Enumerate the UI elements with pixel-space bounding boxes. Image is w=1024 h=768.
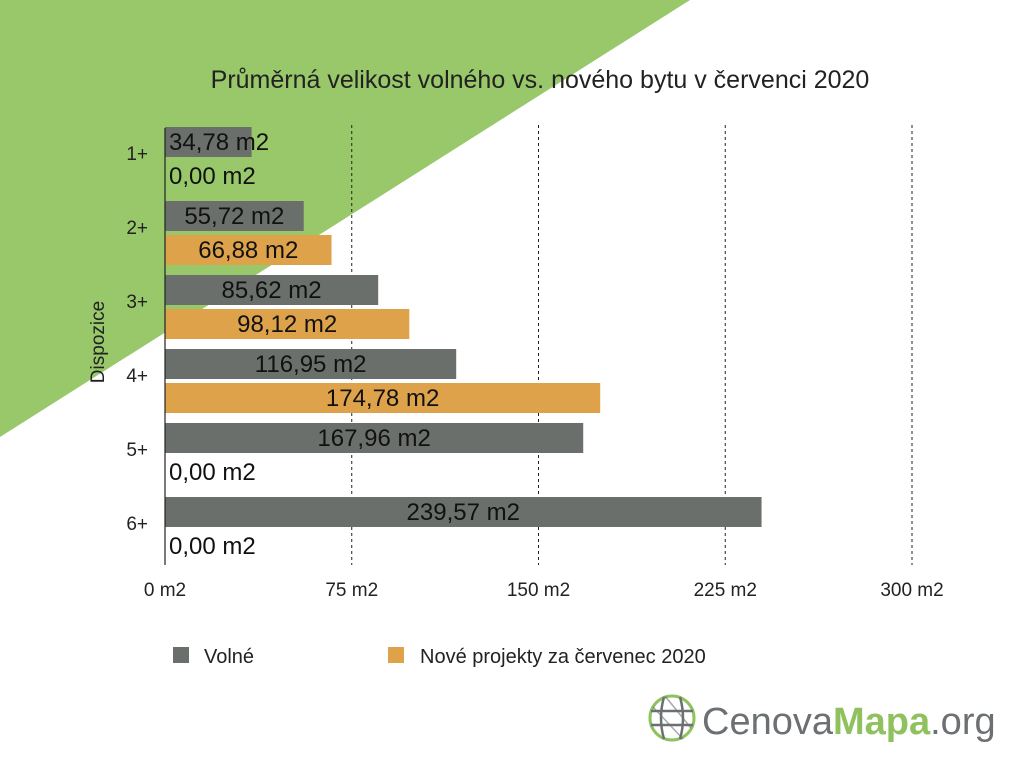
cenovamapa-logo: CenovaMapa.org <box>648 694 996 743</box>
x-tick-label: 150 m2 <box>507 580 570 601</box>
legend-swatch-nove <box>388 647 404 663</box>
bar-label: 98,12 m2 <box>237 311 337 338</box>
bar-label: 0,00 m2 <box>169 163 256 190</box>
bar-label: 174,78 m2 <box>326 385 439 412</box>
bar <box>165 423 584 453</box>
bar <box>165 275 379 305</box>
grid-lines <box>351 125 913 565</box>
category-label: 6+ <box>126 514 148 535</box>
bar <box>165 497 762 527</box>
bar <box>165 127 252 157</box>
legend-swatch-volne <box>173 647 189 663</box>
bar-label: 239,57 m2 <box>407 499 520 526</box>
x-tick-label: 225 m2 <box>694 580 757 601</box>
category-label: 1+ <box>126 144 148 165</box>
bar-label: 66,88 m2 <box>198 237 298 264</box>
category-label: 5+ <box>126 440 148 461</box>
category-labels: 1+ 2+ 3+ 4+ 5+ 6+ <box>126 144 148 535</box>
category-label: 2+ <box>126 218 148 239</box>
globe-grid-icon <box>648 694 696 742</box>
chart-title: Průměrná velikost volného vs. nového byt… <box>211 66 870 94</box>
bar-label: 85,62 m2 <box>222 277 322 304</box>
x-tick-label: 300 m2 <box>880 580 943 601</box>
bar-label: 0,00 m2 <box>169 533 256 560</box>
bar-label: 167,96 m2 <box>317 425 430 452</box>
bar <box>165 235 332 265</box>
bar-label: 0,00 m2 <box>169 459 256 486</box>
y-axis-title: Dispozice <box>88 301 109 383</box>
bar <box>165 309 410 339</box>
category-label: 3+ <box>126 292 148 313</box>
legend: Volné Nové projekty za červenec 2020 <box>173 646 706 668</box>
bar <box>165 349 457 379</box>
bar-label: 116,95 m2 <box>255 351 367 378</box>
legend-label-volne: Volné <box>204 646 254 668</box>
bar-labels: 34,78 m2 0,00 m2 55,72 m2 66,88 m2 85,62 m2 9… <box>169 129 520 560</box>
bar-label: 34,78 m2 <box>169 129 269 156</box>
x-tick-labels: 0 m2 75 m2 150 m2 225 m2 300 m2 <box>144 580 944 601</box>
category-label: 4+ <box>126 366 148 387</box>
legend-label-nove: Nové projekty za červenec 2020 <box>420 646 706 668</box>
logo-text: CenovaMapa.org <box>702 701 996 743</box>
bar <box>165 201 304 231</box>
bar-label: 55,72 m2 <box>184 203 284 230</box>
bar <box>165 383 601 413</box>
bars <box>165 127 762 527</box>
x-tick-label: 75 m2 <box>325 580 378 601</box>
x-tick-label: 0 m2 <box>144 580 186 601</box>
